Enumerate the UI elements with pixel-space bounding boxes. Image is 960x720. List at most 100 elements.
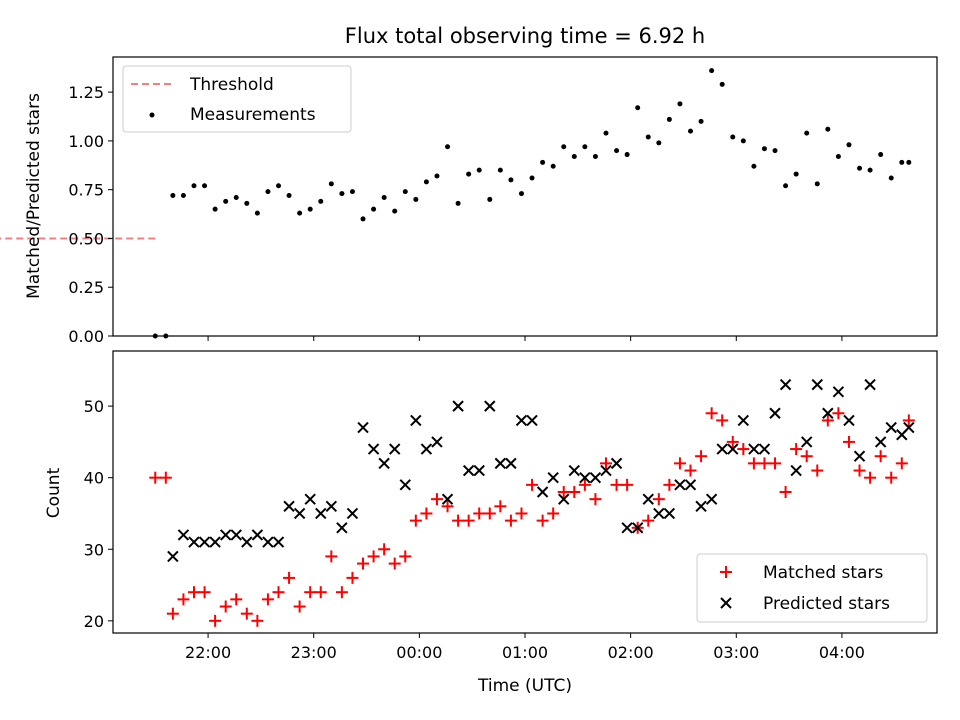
count-legend: Matched stars Predicted stars <box>696 553 928 623</box>
matched-star-marker <box>673 457 686 470</box>
matched-star-marker <box>885 471 898 484</box>
predicted-star-marker <box>177 529 190 541</box>
matched-star-marker <box>902 414 915 427</box>
matched-star-marker <box>209 614 222 627</box>
measurement-point <box>254 210 260 216</box>
measurement-point <box>191 183 197 189</box>
measurement-point <box>318 198 324 204</box>
predicted-star-marker <box>779 378 792 391</box>
measurement-point <box>614 148 620 154</box>
predicted-star-marker <box>727 443 739 455</box>
predicted-star-marker <box>853 450 866 462</box>
matched-star-marker <box>557 486 570 498</box>
predicted-star-marker <box>167 550 179 563</box>
matched-star-marker <box>684 464 697 477</box>
predicted-star-marker <box>536 486 549 498</box>
predicted-star-marker <box>801 436 813 448</box>
count-ytick-label: 40 <box>84 469 104 488</box>
matched-star-marker <box>462 514 475 527</box>
measurement-point <box>857 165 863 171</box>
matched-star-marker <box>187 586 200 599</box>
predicted-star-marker <box>410 414 422 427</box>
predicted-star-marker <box>272 536 285 548</box>
measurement-point <box>666 116 672 122</box>
matched-star-marker <box>895 457 908 470</box>
matched-star-marker <box>864 471 877 484</box>
ratio-ytick-label: 1.00 <box>68 132 104 151</box>
measurement-point <box>518 191 524 197</box>
matched-star-marker <box>166 607 179 620</box>
measurement-point <box>487 196 493 202</box>
predicted-star-marker <box>209 536 221 548</box>
matched-star-marker <box>610 478 623 491</box>
measurement-point <box>455 200 461 206</box>
measurement-point <box>328 181 334 187</box>
matched-star-marker <box>726 435 739 448</box>
matched-star-marker <box>811 464 824 477</box>
count-xtick-label: 22:00 <box>185 643 231 662</box>
measurement-point <box>825 126 831 132</box>
matched-star-marker <box>409 514 422 527</box>
predicted-star-marker <box>684 479 697 491</box>
count-xtick-label: 02:00 <box>608 643 654 662</box>
measurement-point <box>423 179 429 185</box>
predicted-star-marker <box>631 522 644 534</box>
measurement-point <box>180 193 186 199</box>
measurement-point <box>804 130 810 136</box>
predicted-star-marker <box>515 414 528 427</box>
count-xtick-label: 04:00 <box>819 643 865 662</box>
measurement-point <box>899 159 905 165</box>
matched-star-marker <box>473 507 486 520</box>
measurement-point <box>476 167 482 173</box>
measurement-point <box>392 208 398 214</box>
measurement-point <box>434 173 440 179</box>
matched-star-marker <box>769 457 782 470</box>
measurement-point <box>719 81 725 87</box>
matched-star-marker <box>652 493 665 506</box>
measurement-point <box>867 167 873 173</box>
predicted-star-marker <box>188 536 200 548</box>
matched-star-marker <box>705 407 718 420</box>
predicted-star-marker <box>431 436 443 448</box>
measurement-point <box>244 200 250 206</box>
predicted-star-marker <box>505 457 517 470</box>
matched-star-marker <box>335 586 348 599</box>
matched-star-marker <box>272 586 285 599</box>
count-ylabel: Count <box>44 467 64 518</box>
measurement-point <box>371 206 377 212</box>
measurement-point <box>656 140 662 146</box>
predicted-star-marker <box>262 536 274 548</box>
matched-star-marker <box>758 457 771 470</box>
measurement-point <box>508 177 514 183</box>
predicted-star-marker <box>790 464 802 477</box>
matched-star-marker <box>790 443 803 456</box>
predicted-star-marker <box>811 378 823 391</box>
predicted-star-marker <box>547 471 559 484</box>
measurement-point <box>624 152 630 158</box>
predicted-star-marker <box>230 529 242 541</box>
measurement-point <box>339 191 345 197</box>
measurement-point <box>381 194 387 200</box>
measurement-point <box>571 154 577 160</box>
matched-star-marker <box>504 514 517 527</box>
count-xtick-label: 01:00 <box>502 643 548 662</box>
measurement-point <box>698 118 704 124</box>
measurement-point <box>297 210 303 216</box>
predicted-star-marker <box>336 522 348 534</box>
matched-star-marker <box>240 607 253 620</box>
predicted-star-marker <box>251 529 264 541</box>
matched-star-marker <box>874 450 887 463</box>
predicted-star-marker <box>663 507 676 520</box>
measurement-point <box>688 128 694 134</box>
predicted-star-marker <box>568 464 581 477</box>
ratio-ytick-label: 0.25 <box>68 278 104 297</box>
matched-star-marker <box>599 457 612 470</box>
predicted-star-marker <box>716 443 728 455</box>
predicted-star-marker <box>705 493 718 505</box>
matched-star-marker <box>695 450 708 463</box>
ratio-panel: 0.00 0.25 0.50 0.75 1.00 1.25 <box>0 56 938 346</box>
matched-star-marker <box>642 514 655 527</box>
measurement-point <box>793 171 799 177</box>
measurement-point <box>730 134 736 140</box>
